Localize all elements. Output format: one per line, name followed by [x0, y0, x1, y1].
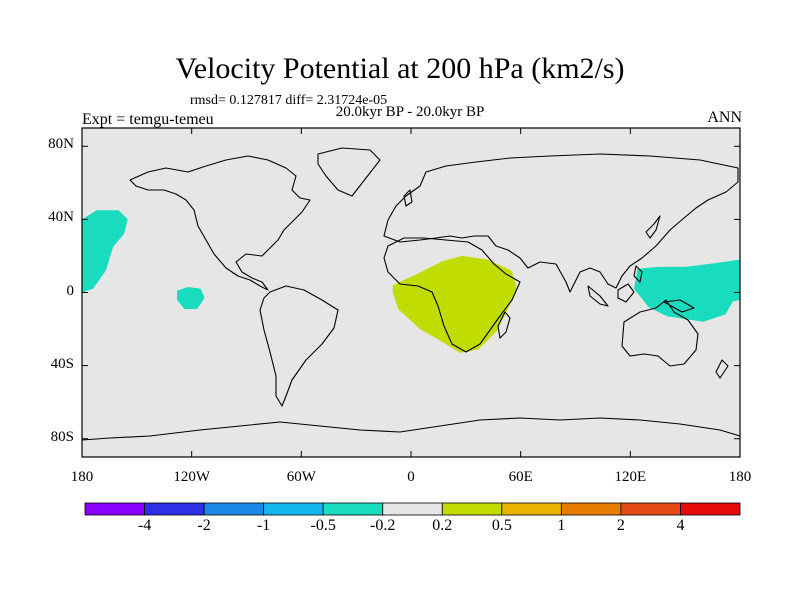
axis-ticks [81, 128, 741, 457]
colorbar-swatch [382, 502, 443, 516]
anomaly-layer [82, 210, 740, 353]
x-tick-label: 0 [407, 469, 415, 485]
colorbar-label: 4 [676, 517, 685, 534]
map-title: Velocity Potential at 200 hPa (km2/s) [175, 52, 625, 85]
x-tick-label: 120E [614, 469, 647, 485]
coast-australia [621, 299, 699, 367]
experiment-label: Expt = temgu-temeu [82, 111, 214, 128]
colorbar-label: 0.5 [491, 517, 512, 534]
anomaly-region-east-pacific-negative [177, 287, 205, 309]
coast-uk [403, 189, 413, 207]
y-tick-label: 40N [48, 209, 74, 226]
x-tick-label: 120W [173, 469, 210, 485]
coast-south-america [259, 285, 339, 407]
coast-sumatra [587, 285, 609, 307]
coast-borneo [617, 283, 635, 303]
colorbar-swatch [680, 502, 741, 516]
coast-eurasia [383, 153, 739, 293]
colorbar-swatch [441, 502, 503, 516]
colorbar-label: -2 [197, 517, 211, 534]
colorbar-swatch [322, 502, 384, 516]
colorbar-swatch [144, 502, 205, 516]
x-tick-label: 60E [508, 469, 533, 485]
anomaly-region-north-pacific-negative [82, 210, 128, 293]
stats-line: rmsd= 0.127817 diff= 2.31724e-05 [190, 93, 388, 108]
colorbar [84, 502, 741, 516]
coast-north-america [129, 155, 311, 291]
colorbar-label: 1 [557, 517, 566, 534]
coast-greenland [317, 147, 381, 197]
colorbar-label: -0.5 [310, 517, 336, 534]
x-tick-label: 180 [70, 469, 94, 485]
coast-new-guinea [663, 299, 695, 313]
y-tick-label: 80S [50, 428, 74, 445]
coast-new-zealand [715, 359, 729, 379]
colorbar-swatch [263, 502, 324, 516]
coast-japan [645, 215, 661, 239]
y-tick-label: 0 [66, 282, 75, 299]
colorbar-swatch [203, 502, 265, 516]
coast-philippines [633, 265, 643, 283]
coast-madagascar [497, 311, 511, 339]
x-tick-label: 180 [728, 469, 752, 485]
colorbar-swatch [501, 502, 562, 516]
coastlines [81, 147, 741, 441]
season-label: ANN [707, 109, 742, 126]
x-tick-label: 60W [286, 469, 316, 485]
colorbar-label: -0.2 [370, 517, 396, 534]
y-tick-label: 40S [50, 355, 74, 372]
period-label: 20.0kyr BP - 20.0kyr BP [335, 104, 485, 120]
colorbar-label: 0.2 [432, 517, 453, 534]
anomaly-region-africa-positive [392, 255, 517, 353]
colorbar-swatch [620, 502, 681, 516]
colorbar-label: -1 [256, 517, 271, 534]
anomaly-region-west-pacific-negative [634, 259, 740, 322]
colorbar-label: -4 [137, 517, 152, 534]
colorbar-label: 2 [616, 517, 625, 534]
coast-africa [383, 237, 521, 353]
colorbar-swatch [84, 502, 145, 516]
y-tick-label: 80N [48, 136, 74, 153]
colorbar-swatch [560, 502, 622, 516]
coast-antarctica [81, 417, 741, 441]
